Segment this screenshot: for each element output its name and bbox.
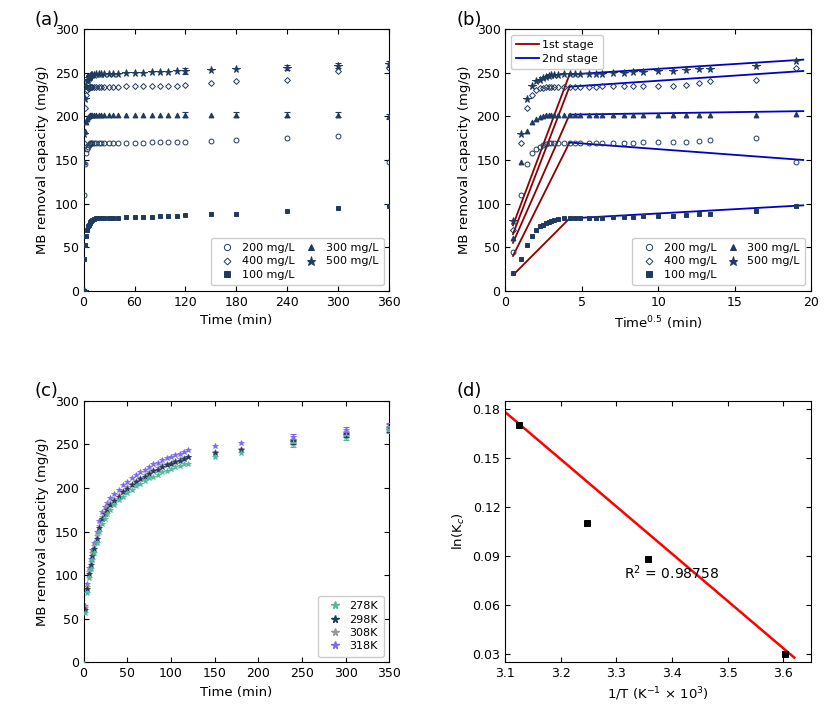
Text: (a): (a) [35,11,60,29]
Legend: 200 mg/L, 400 mg/L, 100 mg/L, 300 mg/L, 500 mg/L: 200 mg/L, 400 mg/L, 100 mg/L, 300 mg/L, … [633,237,805,285]
Y-axis label: MB removal capacity (mg/g): MB removal capacity (mg/g) [36,438,49,626]
Legend: 200 mg/L, 400 mg/L, 100 mg/L, 300 mg/L, 500 mg/L: 200 mg/L, 400 mg/L, 100 mg/L, 300 mg/L, … [211,237,384,285]
Y-axis label: MB removal capacity (mg/g): MB removal capacity (mg/g) [458,66,471,254]
X-axis label: Time$^{0.5}$ (min): Time$^{0.5}$ (min) [614,314,702,332]
Y-axis label: MB removal capacity (mg/g): MB removal capacity (mg/g) [36,66,49,254]
Text: (b): (b) [456,11,482,29]
Text: (d): (d) [456,382,482,400]
X-axis label: 1/T (K$^{-1}$ × 10$^3$): 1/T (K$^{-1}$ × 10$^3$) [607,686,709,703]
Y-axis label: ln(K$_c$): ln(K$_c$) [451,513,467,550]
Text: R$^2$ = 0.98758: R$^2$ = 0.98758 [624,563,720,582]
X-axis label: Time (min): Time (min) [201,314,273,328]
Text: (c): (c) [35,382,59,400]
Legend: 278K, 298K, 308K, 318K: 278K, 298K, 308K, 318K [319,596,384,657]
X-axis label: Time (min): Time (min) [201,686,273,699]
